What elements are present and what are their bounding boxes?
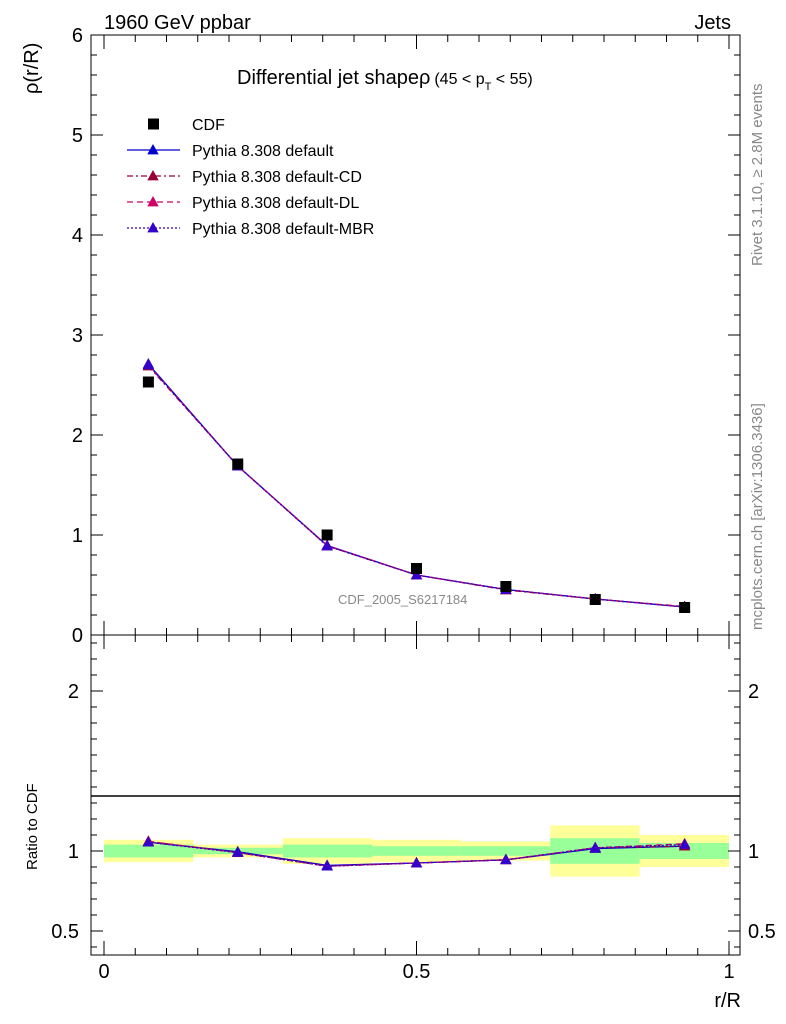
ratio-y-tick-label-right: 0.5 bbox=[748, 921, 776, 943]
legend-label: Pythia 8.308 default-DL bbox=[192, 195, 359, 212]
ratio-y-tick-label: 0.5 bbox=[51, 921, 79, 943]
x-tick-label: 0.5 bbox=[403, 961, 431, 983]
ratio-series-marker bbox=[678, 838, 691, 849]
ratio-series-marker bbox=[589, 841, 601, 853]
main-series-marker bbox=[142, 359, 155, 370]
uncertainty-band-inner bbox=[460, 846, 551, 856]
uncertainty-band-inner bbox=[104, 844, 194, 858]
main-x-ticks bbox=[103, 35, 730, 635]
main-y-tick-label: 0 bbox=[72, 625, 83, 647]
ratio-y-tick-label-right: 2 bbox=[748, 681, 759, 703]
header-left: 1960 GeV ppbar bbox=[104, 12, 251, 34]
legend-marker bbox=[147, 144, 159, 155]
uncertainty-band-inner bbox=[372, 846, 461, 856]
main-y-axis-label: ρ(r/R) bbox=[21, 43, 43, 94]
ratio-series-marker bbox=[142, 836, 155, 847]
cdf-data-point bbox=[232, 458, 244, 470]
main-y-tick-label: 2 bbox=[72, 425, 83, 447]
x-axis-label: r/R bbox=[714, 990, 741, 1012]
ratio-series-marker bbox=[410, 857, 423, 868]
legend-marker bbox=[147, 196, 159, 207]
ratio-y-axis-label: Ratio to CDF bbox=[24, 783, 41, 870]
analysis-watermark: CDF_2005_S6217184 bbox=[338, 592, 467, 607]
ratio-series-markers bbox=[142, 835, 691, 871]
mcplots-label: mcplots.cern.ch [arXiv:1306.3436] bbox=[749, 403, 766, 630]
main-series-marker bbox=[410, 569, 423, 580]
cdf-data-point bbox=[500, 581, 512, 592]
ratio-y-tick-label-right: 1 bbox=[748, 841, 759, 863]
main-series-marker bbox=[321, 540, 333, 551]
rivet-version-label: Rivet 3.1.10, ≥ 2.8M events bbox=[749, 84, 766, 267]
x-tick-label: 0 bbox=[98, 961, 109, 983]
main-panel-frame bbox=[90, 34, 741, 636]
main-y-tick-label: 4 bbox=[72, 225, 83, 247]
legend-cdf-marker bbox=[148, 118, 159, 130]
legend-marker bbox=[147, 170, 159, 181]
ratio-y-tick-label: 2 bbox=[68, 681, 79, 703]
cdf-data-point bbox=[321, 529, 333, 541]
cdf-data-points bbox=[142, 376, 691, 613]
x-tick-label: 1 bbox=[723, 961, 734, 983]
legend: CDF Pythia 8.308 default Pythia 8.308 defa… bbox=[127, 117, 374, 238]
legend-marker bbox=[147, 222, 159, 233]
ratio-panel-frame bbox=[90, 634, 741, 956]
chart-title: Differential jet shapeρ (45 < pT < 55) bbox=[237, 67, 533, 93]
uncertainty-band-inner bbox=[282, 844, 373, 858]
cdf-data-point bbox=[142, 376, 154, 388]
main-y-tick-label: 5 bbox=[72, 125, 83, 147]
ratio-series-marker bbox=[232, 846, 244, 857]
cdf-data-point bbox=[589, 594, 601, 605]
main-y-tick-label: 6 bbox=[72, 25, 83, 47]
cdf-data-point bbox=[411, 563, 422, 574]
ratio-x-ticks: 0 0.5 1 bbox=[98, 635, 735, 983]
ratio-series-marker bbox=[321, 860, 333, 871]
ratio-y-tick-label: 1 bbox=[68, 841, 79, 863]
legend-label: Pythia 8.308 default-CD bbox=[192, 169, 362, 186]
main-y-ticks: 0 1 2 3 4 5 6 bbox=[72, 25, 740, 647]
main-y-tick-label: 1 bbox=[72, 525, 83, 547]
cdf-data-point bbox=[679, 602, 691, 613]
legend-label: Pythia 8.308 default bbox=[192, 143, 334, 160]
ratio-y-ticks: 0.5 0.5 1 1 2 2 bbox=[51, 642, 776, 948]
uncertainty-bands bbox=[104, 825, 729, 877]
legend-label: Pythia 8.308 default-MBR bbox=[192, 221, 374, 238]
legend-label: CDF bbox=[192, 117, 225, 134]
ratio-panel: 0.5 0.51 12 2 0 0.5 1 Ratio to CDF r/R bbox=[24, 634, 776, 1012]
ratio-series-marker bbox=[500, 853, 512, 865]
main-y-tick-label: 3 bbox=[72, 325, 83, 347]
main-panel: 0 1 2 3 4 5 6 Differential jet shapeρ (45 < pT … bbox=[21, 25, 741, 647]
header-right: Jets bbox=[694, 12, 731, 34]
